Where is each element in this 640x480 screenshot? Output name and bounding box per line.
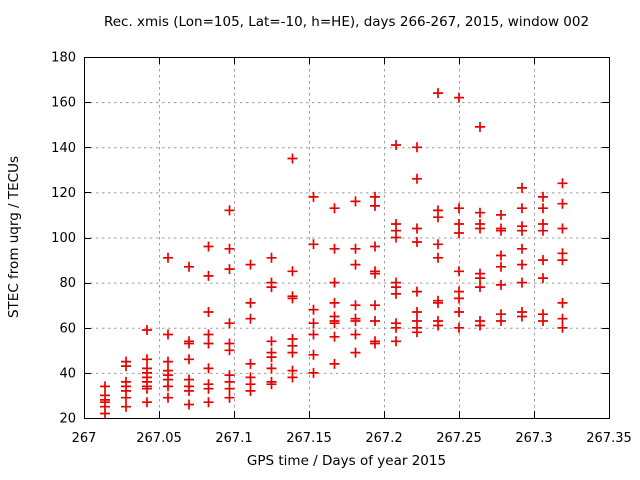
svg-text:100: 100 bbox=[51, 231, 76, 246]
svg-text:20: 20 bbox=[59, 412, 76, 427]
svg-text:267.3: 267.3 bbox=[515, 431, 552, 446]
svg-text:267.1: 267.1 bbox=[215, 431, 252, 446]
svg-text:267: 267 bbox=[72, 431, 97, 446]
svg-text:120: 120 bbox=[51, 186, 76, 201]
svg-text:267.05: 267.05 bbox=[136, 431, 182, 446]
svg-text:267.35: 267.35 bbox=[586, 431, 632, 446]
svg-text:60: 60 bbox=[59, 321, 76, 336]
y-tick-labels: 20 40 60 80 100 120 140 160 180 bbox=[51, 51, 76, 427]
svg-text:140: 140 bbox=[51, 141, 76, 156]
chart-title: Rec. xmis (Lon=105, Lat=-10, h=HE), days… bbox=[103, 14, 590, 30]
svg-text:80: 80 bbox=[59, 276, 76, 291]
grid-lines bbox=[84, 57, 609, 418]
svg-text:267.25: 267.25 bbox=[436, 431, 482, 446]
svg-text:160: 160 bbox=[51, 96, 76, 111]
scatter-points bbox=[100, 88, 568, 419]
svg-text:40: 40 bbox=[59, 366, 76, 381]
plot-border bbox=[84, 57, 610, 419]
x-tick-labels: 267 267.05 267.1 267.15 267.2 267.25 267.3 267.… bbox=[72, 431, 632, 446]
svg-text:267.2: 267.2 bbox=[365, 431, 402, 446]
svg-text:180: 180 bbox=[51, 51, 76, 66]
x-axis-label: GPS time / Days of year 2015 bbox=[246, 453, 447, 469]
svg-text:267.15: 267.15 bbox=[286, 431, 332, 446]
